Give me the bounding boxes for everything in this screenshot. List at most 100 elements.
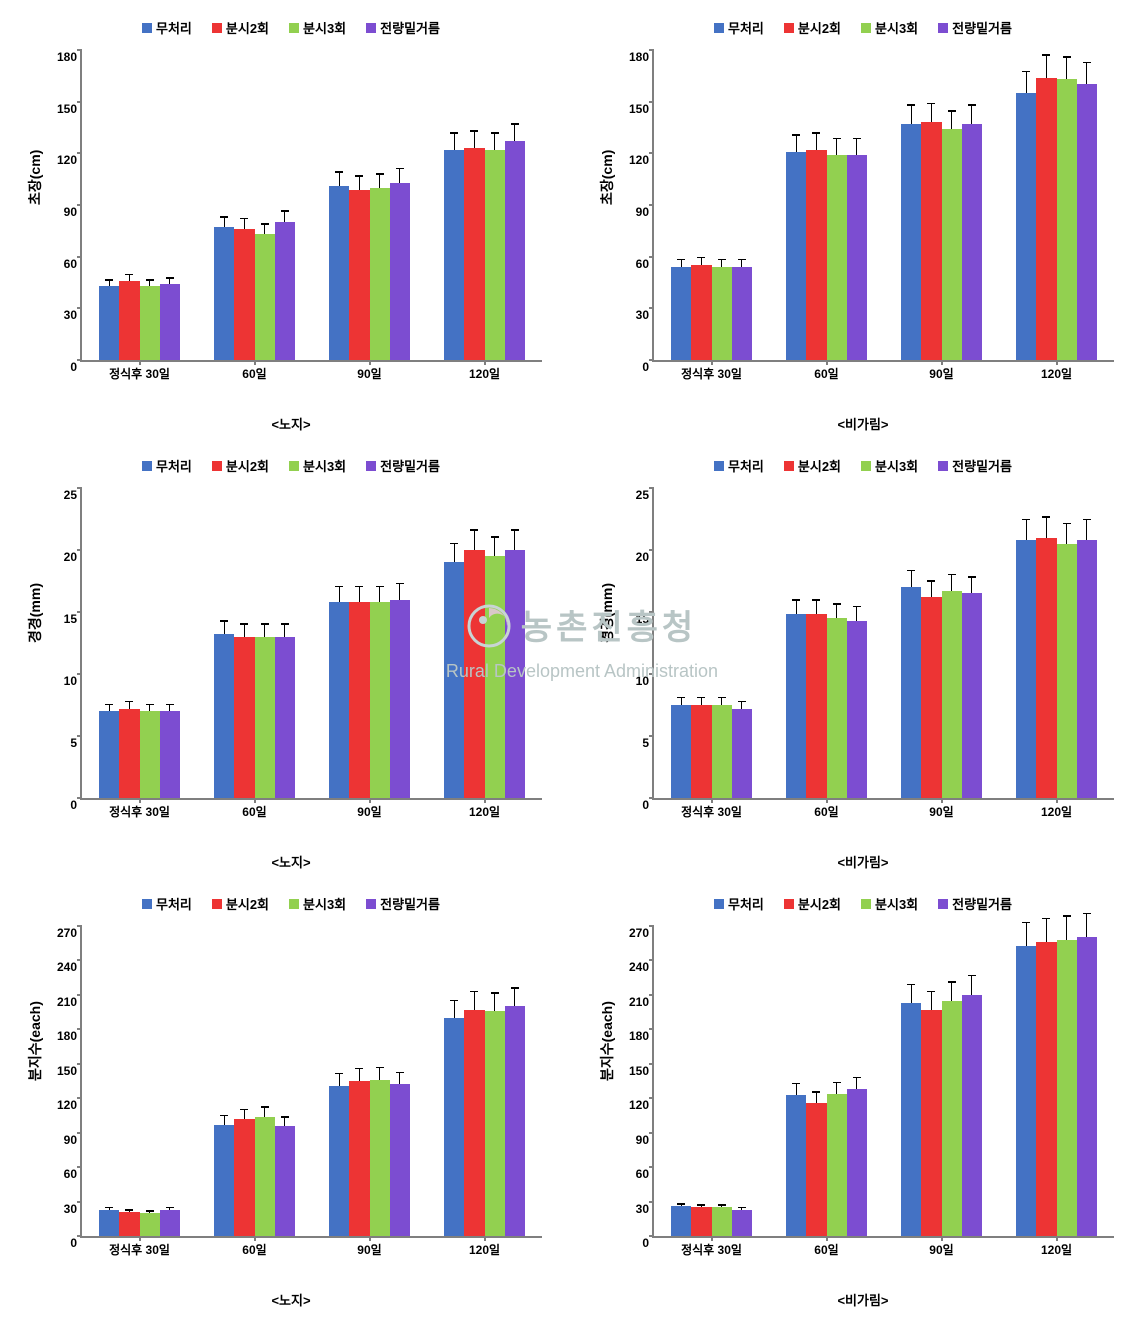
y-tick-label: 0	[37, 798, 77, 812]
legend-item: 분시3회	[861, 456, 918, 475]
bar	[464, 550, 484, 798]
error-bar	[284, 1117, 286, 1126]
error-cap	[491, 132, 499, 134]
error-cap	[792, 1083, 800, 1085]
legend-item: 분시2회	[784, 18, 841, 37]
legend-item: 전량밑거름	[938, 18, 1012, 37]
x-tick-label: 120일	[1041, 803, 1072, 820]
error-bar	[379, 586, 381, 602]
y-tick-mark	[77, 307, 82, 309]
x-tick-label: 120일	[1041, 365, 1072, 382]
y-tick-label: 0	[37, 1236, 77, 1250]
bar	[329, 602, 349, 798]
bar	[370, 188, 390, 360]
error-cap	[450, 132, 458, 134]
error-cap	[968, 576, 976, 578]
error-cap	[738, 701, 746, 703]
error-cap	[1042, 516, 1050, 518]
y-tick-mark	[649, 49, 654, 51]
error-cap	[261, 1106, 269, 1108]
error-cap	[396, 1072, 404, 1074]
y-tick-mark	[77, 152, 82, 154]
y-tick-label: 150	[37, 102, 77, 116]
error-cap	[281, 623, 289, 625]
error-cap	[968, 104, 976, 106]
error-bar	[359, 1069, 361, 1081]
error-cap	[396, 168, 404, 170]
error-bar	[971, 976, 973, 995]
y-tick-mark	[77, 1063, 82, 1065]
bar	[1077, 84, 1097, 360]
y-tick-mark	[77, 1166, 82, 1168]
y-tick-label: 240	[37, 960, 77, 974]
y-tick-label: 120	[609, 153, 649, 167]
y-tick-label: 0	[609, 798, 649, 812]
x-tick-mark	[1056, 360, 1058, 365]
error-cap	[511, 987, 519, 989]
error-cap	[1042, 918, 1050, 920]
error-cap	[907, 984, 915, 986]
error-cap	[738, 259, 746, 261]
y-tick-mark	[77, 797, 82, 799]
y-tick-mark	[77, 101, 82, 103]
bar	[827, 1094, 847, 1236]
error-cap	[335, 1073, 343, 1075]
bar	[1057, 544, 1077, 798]
legend-label: 무처리	[728, 456, 764, 475]
y-tick-mark	[77, 1235, 82, 1237]
error-bar	[856, 607, 858, 621]
x-tick-label: 정식후 30일	[109, 1241, 170, 1258]
y-tick-label: 120	[37, 1098, 77, 1112]
bar	[390, 1084, 410, 1236]
y-tick-mark	[77, 959, 82, 961]
y-tick-label: 30	[609, 1202, 649, 1216]
error-cap	[968, 975, 976, 977]
error-bar	[149, 280, 151, 286]
bar	[1057, 940, 1077, 1236]
error-cap	[491, 536, 499, 538]
error-bar	[1026, 519, 1028, 540]
x-tick-mark	[826, 1236, 828, 1241]
y-tick-label: 10	[37, 674, 77, 688]
error-cap	[718, 697, 726, 699]
legend: 무처리분시2회분시3회전량밑거름	[582, 456, 1144, 475]
bar	[806, 150, 826, 360]
legend-item: 분시2회	[212, 18, 269, 37]
error-bar	[796, 135, 798, 152]
bar	[234, 1119, 254, 1236]
error-cap	[470, 130, 478, 132]
y-tick-label: 180	[37, 1029, 77, 1043]
bar	[732, 1210, 752, 1236]
error-bar	[951, 574, 953, 591]
y-tick-mark	[77, 549, 82, 551]
error-bar	[514, 530, 516, 550]
error-cap	[1083, 519, 1091, 521]
error-cap	[220, 216, 228, 218]
legend: 무처리분시2회분시3회전량밑거름	[10, 18, 572, 37]
error-cap	[261, 223, 269, 225]
chart-subtitle: <노지>	[10, 414, 572, 433]
x-tick-mark	[941, 360, 943, 365]
y-tick-mark	[649, 1166, 654, 1168]
chart-subtitle: <노지>	[10, 852, 572, 871]
y-tick-mark	[77, 256, 82, 258]
error-bar	[379, 1067, 381, 1079]
error-bar	[816, 1092, 818, 1103]
error-bar	[721, 698, 723, 705]
chart-subtitle: <비가림>	[582, 1290, 1144, 1309]
y-tick-label: 180	[609, 50, 649, 64]
legend-item: 분시2회	[784, 456, 841, 475]
error-bar	[911, 570, 913, 587]
error-bar	[836, 604, 838, 618]
x-tick-mark	[254, 360, 256, 365]
bar	[505, 550, 525, 798]
legend-item: 전량밑거름	[938, 894, 1012, 913]
bar	[1057, 79, 1077, 360]
error-cap	[220, 1115, 228, 1117]
x-tick-mark	[941, 1236, 943, 1241]
legend-swatch	[289, 899, 299, 909]
plot-area: 0510152025정식후 30일60일90일120일	[80, 488, 542, 800]
x-tick-label: 120일	[469, 803, 500, 820]
bar	[1077, 540, 1097, 798]
y-tick-mark	[649, 925, 654, 927]
